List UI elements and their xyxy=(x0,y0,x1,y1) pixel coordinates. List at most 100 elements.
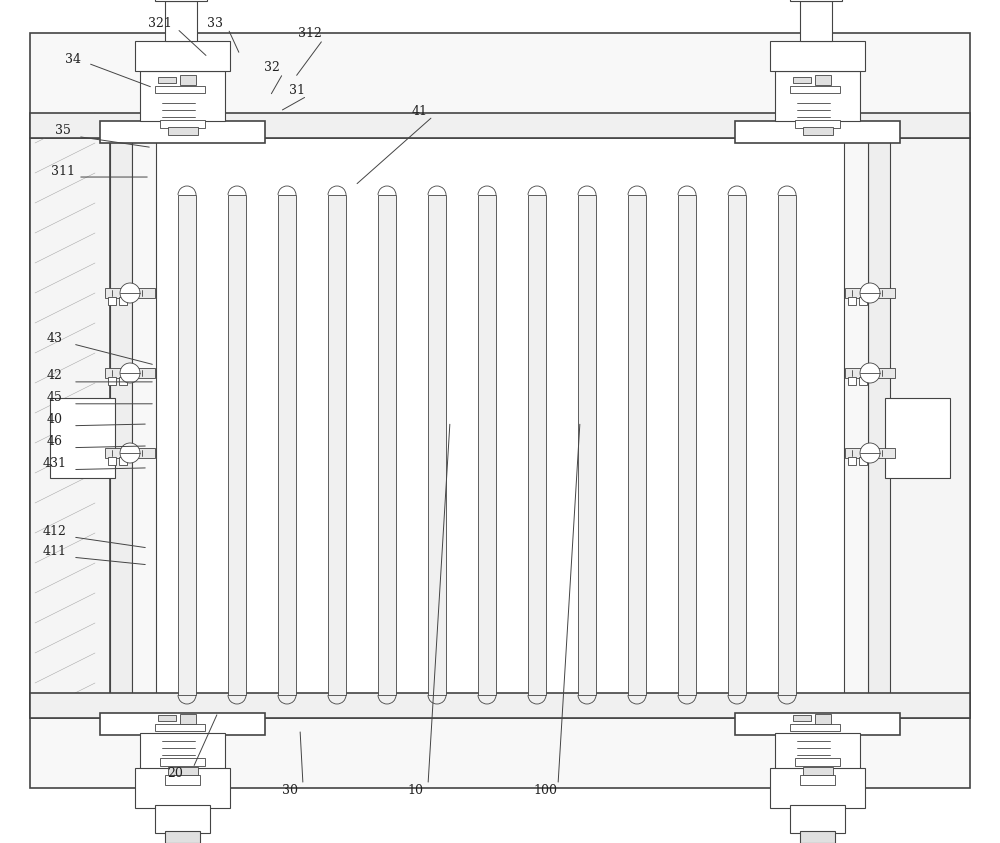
Bar xyxy=(119,377,127,385)
Bar xyxy=(108,297,116,305)
Bar xyxy=(178,195,196,695)
Text: 40: 40 xyxy=(47,413,63,427)
Bar xyxy=(775,733,860,770)
Text: 46: 46 xyxy=(47,435,63,448)
Text: 31: 31 xyxy=(289,83,305,97)
Circle shape xyxy=(860,363,880,383)
Text: 20: 20 xyxy=(167,767,183,781)
Bar xyxy=(158,715,176,721)
Bar xyxy=(735,713,900,735)
Circle shape xyxy=(860,443,880,463)
Bar xyxy=(848,377,856,385)
Bar xyxy=(790,86,840,93)
Bar xyxy=(378,195,396,695)
Bar xyxy=(775,71,860,121)
Bar xyxy=(160,758,205,766)
Bar xyxy=(155,805,210,833)
Text: 431: 431 xyxy=(43,457,67,470)
Bar xyxy=(890,138,970,718)
Bar xyxy=(328,195,346,695)
Bar xyxy=(793,77,811,83)
Text: 411: 411 xyxy=(43,545,67,558)
Bar xyxy=(478,195,496,695)
Bar xyxy=(778,195,796,695)
Bar xyxy=(135,768,230,808)
Circle shape xyxy=(860,283,880,303)
Bar xyxy=(770,768,865,808)
Bar xyxy=(800,831,835,843)
Bar xyxy=(180,714,196,724)
Text: 100: 100 xyxy=(533,784,557,797)
Bar xyxy=(105,448,155,458)
Bar xyxy=(119,457,127,465)
Bar xyxy=(160,120,205,128)
Bar xyxy=(105,368,155,378)
Bar xyxy=(845,368,895,378)
Bar xyxy=(100,121,265,143)
Bar xyxy=(628,195,646,695)
Circle shape xyxy=(120,363,140,383)
Bar xyxy=(155,0,207,1)
Bar xyxy=(578,195,596,695)
Bar xyxy=(278,195,296,695)
Text: 35: 35 xyxy=(55,124,71,137)
Bar xyxy=(790,724,840,731)
Circle shape xyxy=(120,283,140,303)
Bar xyxy=(100,713,265,735)
Bar xyxy=(30,33,970,788)
Bar xyxy=(140,733,225,770)
Bar xyxy=(803,127,833,135)
Bar xyxy=(180,75,196,85)
Bar xyxy=(845,448,895,458)
Bar xyxy=(168,767,198,775)
Bar xyxy=(140,71,225,121)
Text: 43: 43 xyxy=(47,332,63,346)
Text: 10: 10 xyxy=(407,784,423,797)
Text: 312: 312 xyxy=(298,27,322,40)
Bar xyxy=(845,288,895,298)
Bar xyxy=(815,75,831,85)
Bar xyxy=(30,693,970,718)
Bar xyxy=(158,77,176,83)
Text: 34: 34 xyxy=(65,52,81,66)
Circle shape xyxy=(120,443,140,463)
Bar xyxy=(30,138,110,718)
Bar xyxy=(428,195,446,695)
Bar xyxy=(859,297,867,305)
Bar xyxy=(155,724,205,731)
Text: 42: 42 xyxy=(47,369,63,383)
Bar xyxy=(795,120,840,128)
Text: 41: 41 xyxy=(412,105,428,118)
Text: 45: 45 xyxy=(47,391,63,405)
Bar xyxy=(848,457,856,465)
Text: 32: 32 xyxy=(264,61,280,74)
Bar xyxy=(790,805,845,833)
Bar xyxy=(859,457,867,465)
Bar xyxy=(105,288,155,298)
Text: 321: 321 xyxy=(148,17,172,30)
Bar xyxy=(165,775,200,785)
Bar xyxy=(108,457,116,465)
Bar xyxy=(155,138,845,718)
Bar xyxy=(859,377,867,385)
Bar xyxy=(135,41,230,71)
Text: 412: 412 xyxy=(43,524,67,538)
Bar xyxy=(790,0,842,1)
Bar xyxy=(228,195,246,695)
Bar xyxy=(119,297,127,305)
Bar xyxy=(728,195,746,695)
Bar xyxy=(868,138,890,718)
Bar xyxy=(793,715,811,721)
Bar xyxy=(678,195,696,695)
Bar xyxy=(155,86,205,93)
Bar xyxy=(50,398,115,478)
Bar xyxy=(528,195,546,695)
Bar xyxy=(815,714,831,724)
Bar xyxy=(735,121,900,143)
Bar xyxy=(844,138,868,718)
Text: 30: 30 xyxy=(282,784,298,797)
Bar xyxy=(132,138,156,718)
Bar xyxy=(168,127,198,135)
Bar xyxy=(885,398,950,478)
Bar xyxy=(848,297,856,305)
